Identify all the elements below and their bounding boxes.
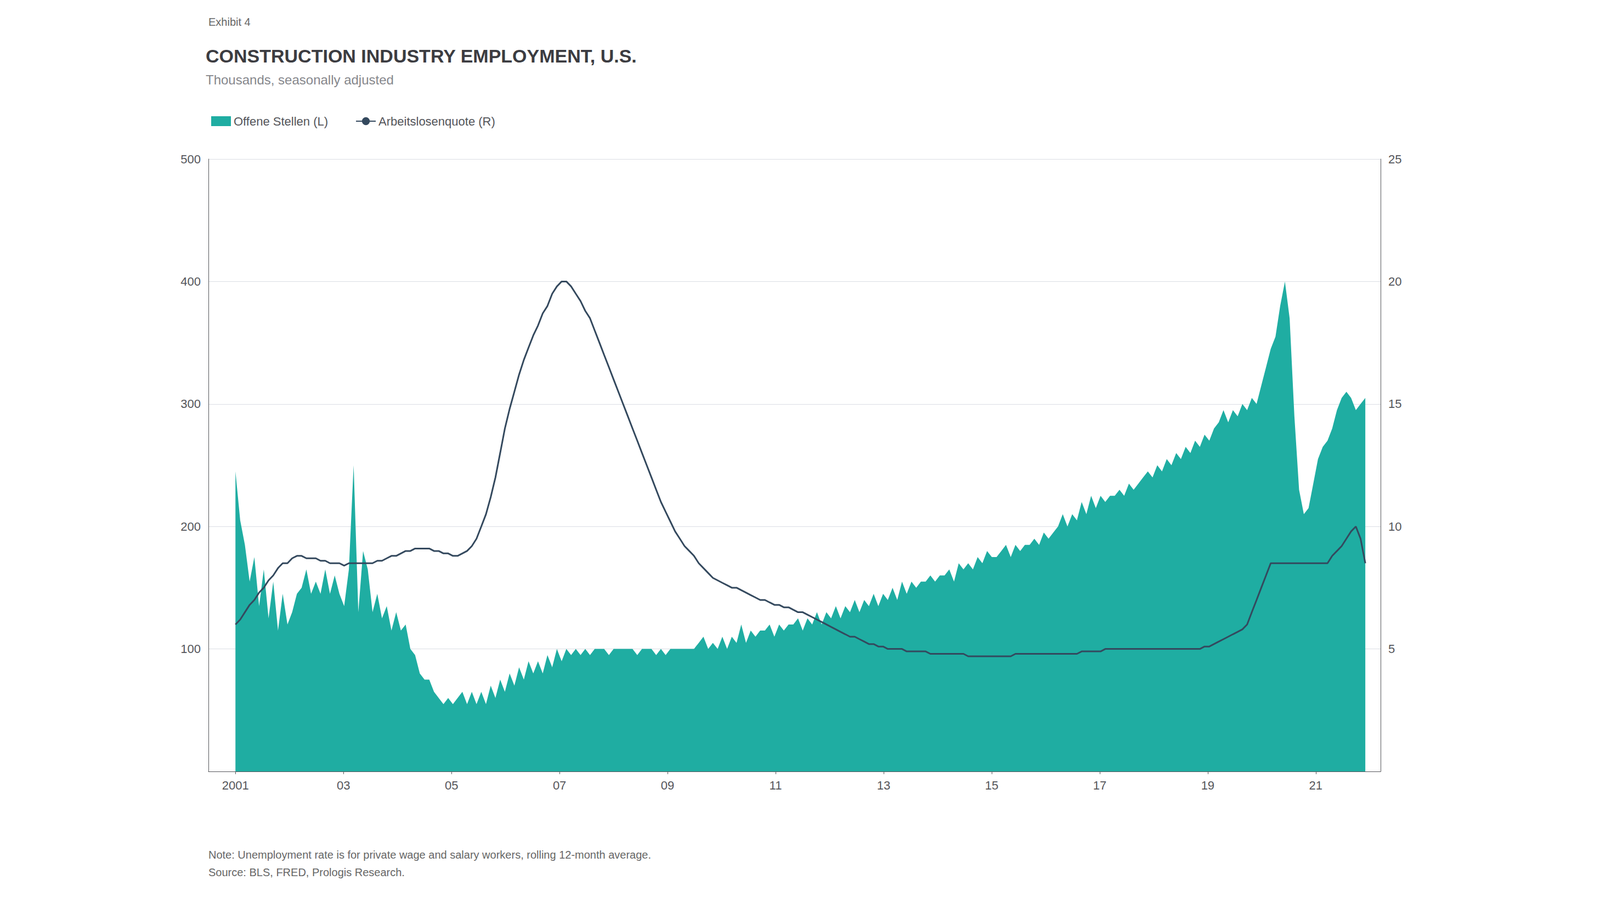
svg-text:200: 200 [180, 519, 201, 534]
svg-text:09: 09 [660, 778, 675, 793]
svg-text:2001: 2001 [222, 778, 250, 793]
svg-text:20: 20 [1388, 274, 1402, 289]
svg-text:17: 17 [1093, 778, 1107, 793]
svg-text:5: 5 [1388, 642, 1395, 657]
svg-text:100: 100 [180, 642, 201, 657]
svg-text:19: 19 [1201, 778, 1215, 793]
svg-text:CONSTRUCTION INDUSTRY EMPLOYME: CONSTRUCTION INDUSTRY EMPLOYMENT, U.S. [205, 45, 637, 67]
svg-text:13: 13 [877, 778, 891, 793]
svg-text:03: 03 [336, 778, 350, 793]
svg-text:Note: Unemployment rate is for: Note: Unemployment rate is for private w… [208, 849, 652, 862]
svg-text:21: 21 [1309, 778, 1323, 793]
svg-text:15: 15 [1388, 397, 1402, 411]
svg-text:Arbeitslosenquote (R): Arbeitslosenquote (R) [378, 114, 496, 129]
svg-text:10: 10 [1388, 519, 1402, 534]
svg-text:07: 07 [552, 778, 567, 793]
svg-text:15: 15 [985, 778, 999, 793]
svg-text:Source: BLS, FRED, Prologis Re: Source: BLS, FRED, Prologis Research. [208, 866, 405, 879]
svg-text:Thousands, seasonally adjusted: Thousands, seasonally adjusted [205, 72, 394, 88]
svg-text:Offene Stellen (L): Offene Stellen (L) [233, 114, 329, 129]
svg-text:400: 400 [180, 274, 201, 289]
svg-text:500: 500 [180, 152, 201, 167]
svg-text:300: 300 [180, 397, 201, 411]
svg-text:05: 05 [444, 778, 459, 793]
svg-text:Exhibit 4: Exhibit 4 [208, 15, 251, 28]
svg-text:11: 11 [769, 778, 783, 793]
svg-text:25: 25 [1388, 152, 1402, 167]
